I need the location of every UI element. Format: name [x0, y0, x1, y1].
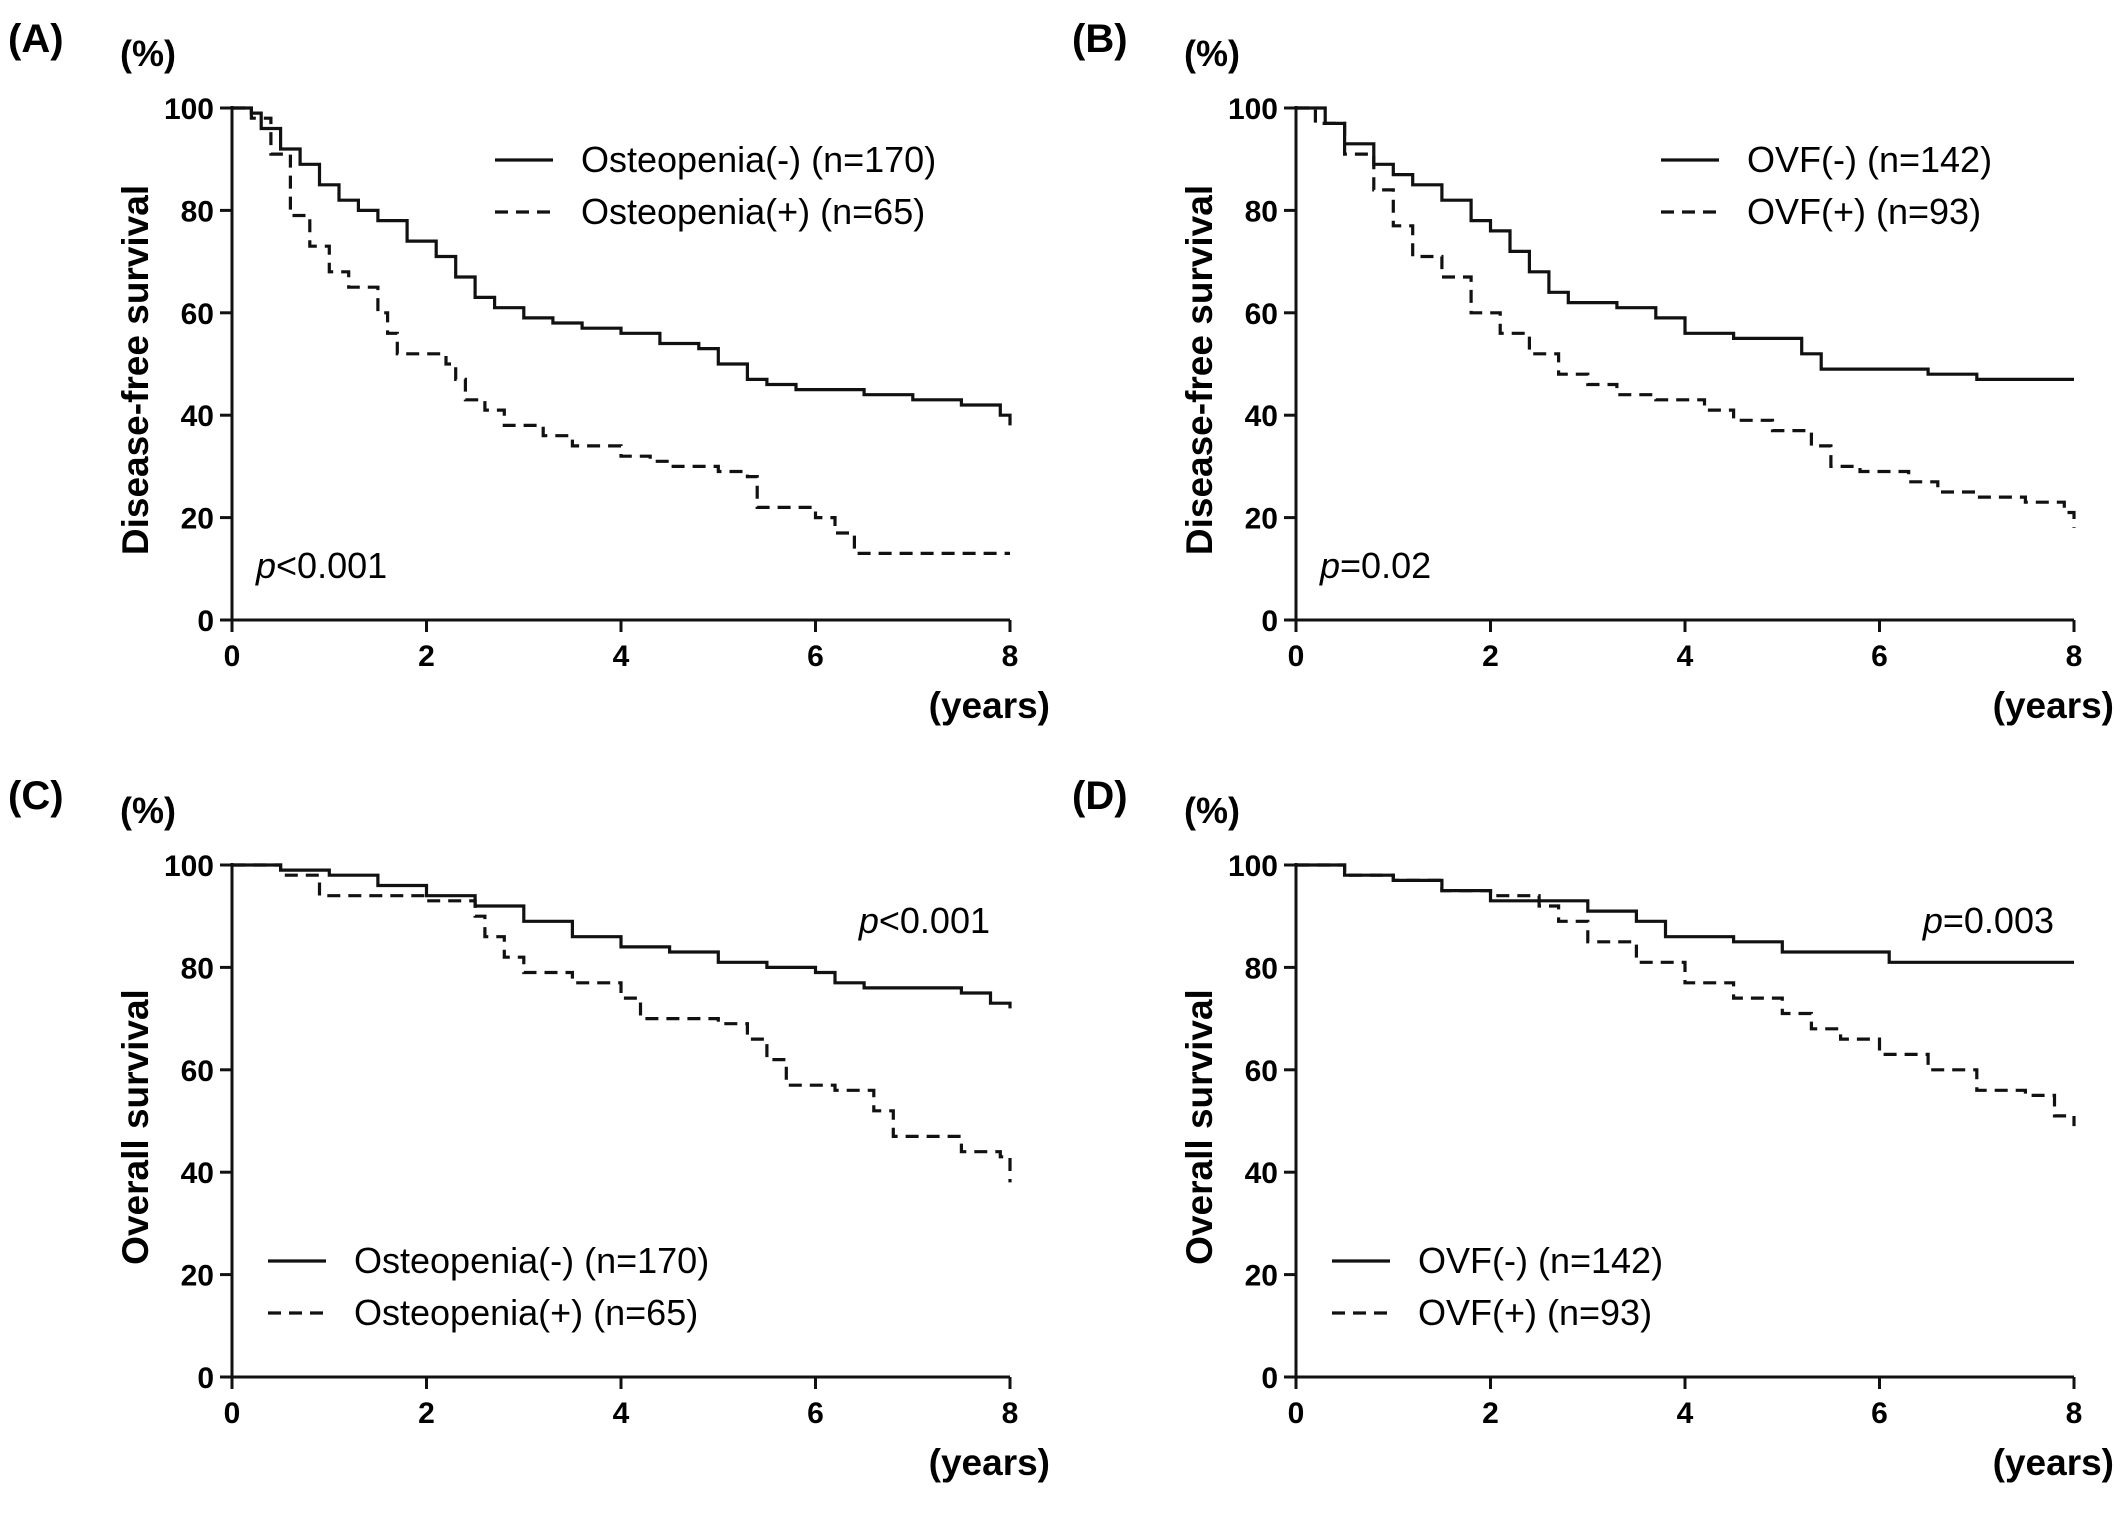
x-axis-unit: (years) — [929, 1442, 1050, 1483]
legend-label: Osteopenia(+) (n=65) — [354, 1292, 698, 1333]
p-value-annotation: p<0.001 — [858, 900, 990, 941]
panel-label: (C) — [8, 774, 64, 818]
x-tick-label: 6 — [807, 640, 824, 673]
y-tick-label: 100 — [1228, 93, 1278, 126]
y-axis-title: Disease-free survival — [1179, 185, 1220, 555]
legend-label: OVF(-) (n=142) — [1418, 1240, 1663, 1281]
panel-a-svg: (A) (%) Disease-free survival 0 20 40 60 80 100 0… — [8, 17, 1050, 726]
x-tick-label: 0 — [1288, 640, 1305, 673]
y-tick-label: 0 — [1261, 1362, 1278, 1395]
legend-label: Osteopenia(-) (n=170) — [581, 139, 936, 180]
panel-d: (D) (%) Overall survival 0 20 40 60 80 100 0 2 4 6 8 (… — [1064, 757, 2128, 1513]
y-tick-label: 40 — [1245, 1157, 1278, 1190]
series-osteopenia-curve — [232, 863, 1012, 1009]
series-ovf-curve — [1296, 106, 2076, 528]
panel-label: (A) — [8, 17, 64, 61]
p-value: <0.001 — [879, 900, 990, 941]
y-tick-label: 20 — [1245, 503, 1278, 536]
y-tick-label: 20 — [1245, 1260, 1278, 1293]
x-tick-label: 2 — [418, 640, 435, 673]
panel-c-svg: (C) (%) Overall survival 0 20 40 60 80 100 0 2 4 6 8 (… — [8, 774, 1050, 1483]
panel-a: (A) (%) Disease-free survival 0 20 40 60 80 100 0… — [0, 0, 1064, 756]
x-axis-unit: (years) — [1993, 685, 2114, 726]
y-tick-label: 80 — [181, 952, 214, 985]
x-tick-label: 0 — [224, 1397, 241, 1430]
p-value-annotation: p=0.003 — [1922, 900, 2054, 941]
x-axis-unit: (years) — [1993, 1442, 2114, 1483]
legend-label: OVF(+) (n=93) — [1747, 191, 1981, 232]
panel-b-svg: (B) (%) Disease-free survival 0 20 40 60 80 100 0… — [1072, 17, 2114, 726]
p-value: <0.001 — [276, 545, 387, 586]
x-tick-label: 6 — [1871, 640, 1888, 673]
p-value: =0.003 — [1943, 900, 2054, 941]
y-tick-label: 60 — [181, 298, 214, 331]
x-tick-label: 2 — [418, 1397, 435, 1430]
panel-c: (C) (%) Overall survival 0 20 40 60 80 100 0 2 4 6 8 (… — [0, 757, 1064, 1513]
x-tick-label: 4 — [1677, 1397, 1694, 1430]
y-tick-label: 100 — [164, 93, 214, 126]
y-tick-label: 20 — [181, 503, 214, 536]
x-tick-label: 8 — [2066, 1397, 2083, 1430]
legend-label: Osteopenia(+) (n=65) — [581, 191, 925, 232]
x-tick-label: 4 — [613, 640, 630, 673]
x-tick-label: 6 — [807, 1397, 824, 1430]
p-symbol: p — [858, 900, 879, 941]
p-value-annotation: p=0.02 — [1319, 545, 1431, 586]
y-unit-label: (%) — [120, 790, 176, 831]
x-tick-label: 8 — [1002, 640, 1019, 673]
y-tick-label: 60 — [1245, 1055, 1278, 1088]
y-tick-label: 0 — [197, 1362, 214, 1395]
y-axis-title: Disease-free survival — [115, 185, 156, 555]
y-tick-label: 0 — [1261, 605, 1278, 638]
y-axis-title: Overall survival — [115, 989, 156, 1265]
y-axis-title: Overall survival — [1179, 989, 1220, 1265]
x-tick-label: 4 — [613, 1397, 630, 1430]
p-value-annotation: p<0.001 — [255, 545, 387, 586]
x-tick-label: 8 — [2066, 640, 2083, 673]
p-symbol: p — [1319, 545, 1340, 586]
y-tick-label: 0 — [197, 605, 214, 638]
y-tick-label: 80 — [1245, 195, 1278, 228]
y-tick-label: 60 — [1245, 298, 1278, 331]
y-tick-label: 40 — [1245, 400, 1278, 433]
series-ovf-curve — [1296, 106, 2074, 381]
panel-d-svg: (D) (%) Overall survival 0 20 40 60 80 100 0 2 4 6 8 (… — [1072, 774, 2114, 1483]
x-tick-label: 4 — [1677, 640, 1694, 673]
y-tick-label: 40 — [181, 1157, 214, 1190]
y-tick-label: 100 — [164, 850, 214, 883]
x-tick-label: 6 — [1871, 1397, 1888, 1430]
series-ovf-curve — [1296, 863, 2076, 1127]
y-unit-label: (%) — [1184, 33, 1240, 74]
x-tick-label: 2 — [1482, 1397, 1499, 1430]
series-osteopenia-curve — [232, 106, 1012, 426]
y-unit-label: (%) — [120, 33, 176, 74]
y-tick-label: 100 — [1228, 850, 1278, 883]
p-symbol: p — [255, 545, 276, 586]
x-tick-label: 0 — [224, 640, 241, 673]
x-axis-unit: (years) — [929, 685, 1050, 726]
legend-label: OVF(+) (n=93) — [1418, 1292, 1652, 1333]
x-tick-label: 2 — [1482, 640, 1499, 673]
p-symbol: p — [1922, 900, 1943, 941]
series-osteopenia-curve — [232, 106, 1010, 555]
y-tick-label: 40 — [181, 400, 214, 433]
y-unit-label: (%) — [1184, 790, 1240, 831]
legend-label: OVF(-) (n=142) — [1747, 139, 1992, 180]
y-tick-label: 80 — [1245, 952, 1278, 985]
p-value: =0.02 — [1340, 545, 1431, 586]
x-tick-label: 0 — [1288, 1397, 1305, 1430]
legend-label: Osteopenia(-) (n=170) — [354, 1240, 709, 1281]
panel-label: (D) — [1072, 774, 1128, 818]
panel-b: (B) (%) Disease-free survival 0 20 40 60 80 100 0… — [1064, 0, 2128, 756]
series-osteopenia-curve — [232, 863, 1012, 1183]
y-tick-label: 20 — [181, 1260, 214, 1293]
y-tick-label: 80 — [181, 195, 214, 228]
y-tick-label: 60 — [181, 1055, 214, 1088]
panel-label: (B) — [1072, 17, 1128, 61]
x-tick-label: 8 — [1002, 1397, 1019, 1430]
